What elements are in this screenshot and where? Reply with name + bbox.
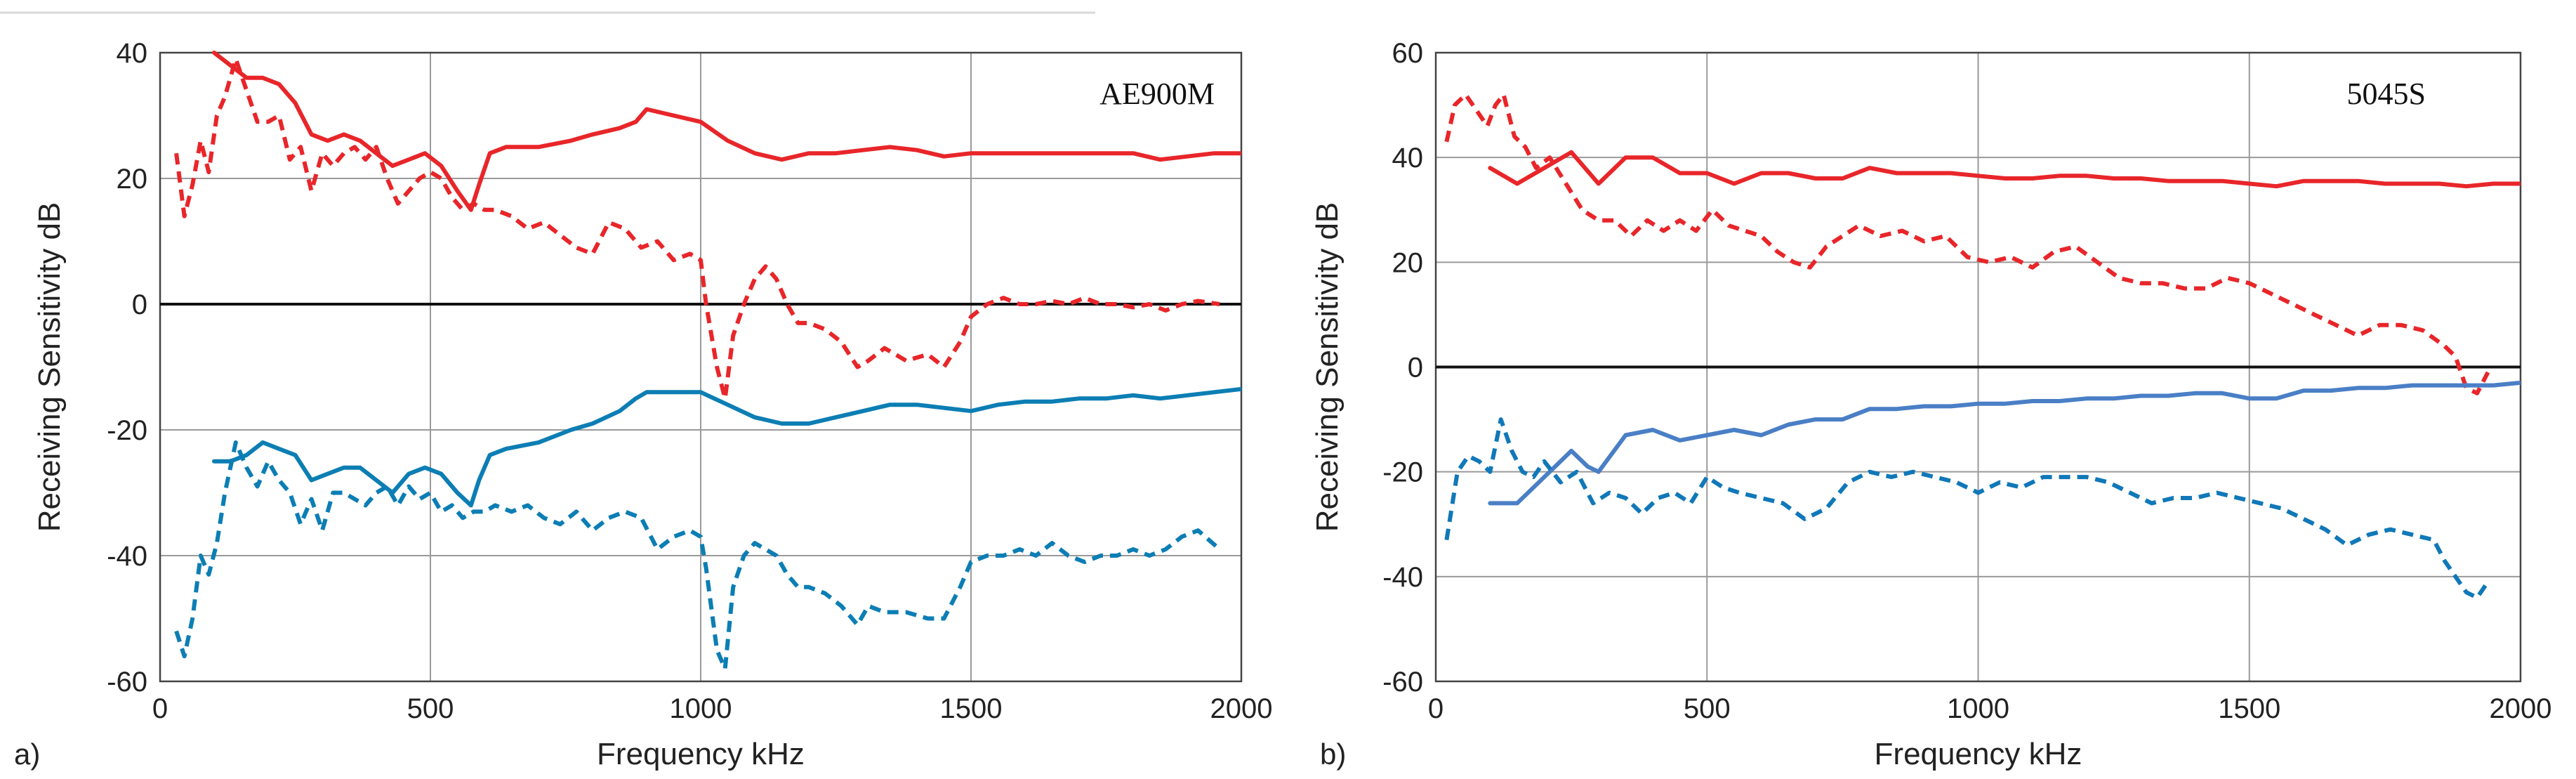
x-tick-label: 1500 — [940, 693, 1003, 724]
series-red-dashed-line — [1444, 92, 2490, 395]
x-tick-label: 2000 — [1210, 693, 1273, 724]
y-tick-label: 0 — [132, 289, 147, 320]
x-tick-label: 2000 — [2490, 693, 2552, 724]
chart-title: 5045S — [2347, 77, 2426, 111]
y-tick-label: -60 — [1382, 667, 1423, 698]
y-axis-label: Receiving Sensitivity dB — [1310, 202, 1345, 532]
series-red-dashed-line — [174, 57, 1220, 401]
panel-a-chart: 0 500 1000 1500 2000 -60 -40 -20 0 20 40 Frequency … — [14, 38, 1272, 771]
x-tick-label: 0 — [1428, 693, 1444, 724]
y-tick-label: -40 — [1382, 562, 1423, 593]
x-tick-label: 1000 — [670, 693, 732, 724]
x-tick-label: 500 — [1684, 693, 1731, 724]
panel-label: b) — [1320, 738, 1346, 771]
panel-label: a) — [14, 738, 40, 771]
y-tick-label: 60 — [1392, 38, 1424, 69]
chart-title: AE900M — [1099, 77, 1215, 111]
series-blue-solid-line — [1488, 380, 2521, 506]
series-blue-solid-line — [212, 386, 1241, 508]
series-blue-dashed-line — [174, 440, 1222, 672]
series-red-solid-line — [212, 51, 1241, 212]
x-tick-label: 0 — [152, 693, 168, 724]
y-tick-label: -40 — [107, 541, 147, 572]
x-axis-label: Frequency kHz — [597, 737, 805, 771]
y-tick-label: 40 — [1392, 143, 1424, 174]
y-tick-label: -20 — [107, 415, 147, 446]
x-axis-label: Frequency kHz — [1875, 737, 2082, 771]
series-red-solid-line — [1488, 150, 2521, 189]
y-tick-label: 20 — [1392, 247, 1424, 278]
x-tick-label: 500 — [407, 693, 454, 724]
y-axis-label: Receiving Sensitivity dB — [32, 202, 67, 532]
y-tick-label: 20 — [117, 164, 148, 195]
x-tick-label: 1500 — [2218, 693, 2280, 724]
y-tick-label: -20 — [1382, 457, 1423, 488]
x-tick-label: 1000 — [1947, 693, 2009, 724]
y-tick-label: 0 — [1408, 353, 1423, 384]
panel-b-chart: 0 500 1000 1500 2000 -60 -40 -20 0 20 40 60 Frequenc… — [1310, 38, 2551, 771]
series-blue-dashed-line — [1444, 417, 2490, 600]
y-tick-label: 40 — [117, 38, 148, 69]
plot-frame — [159, 51, 1243, 683]
y-tick-label: -60 — [107, 667, 147, 698]
